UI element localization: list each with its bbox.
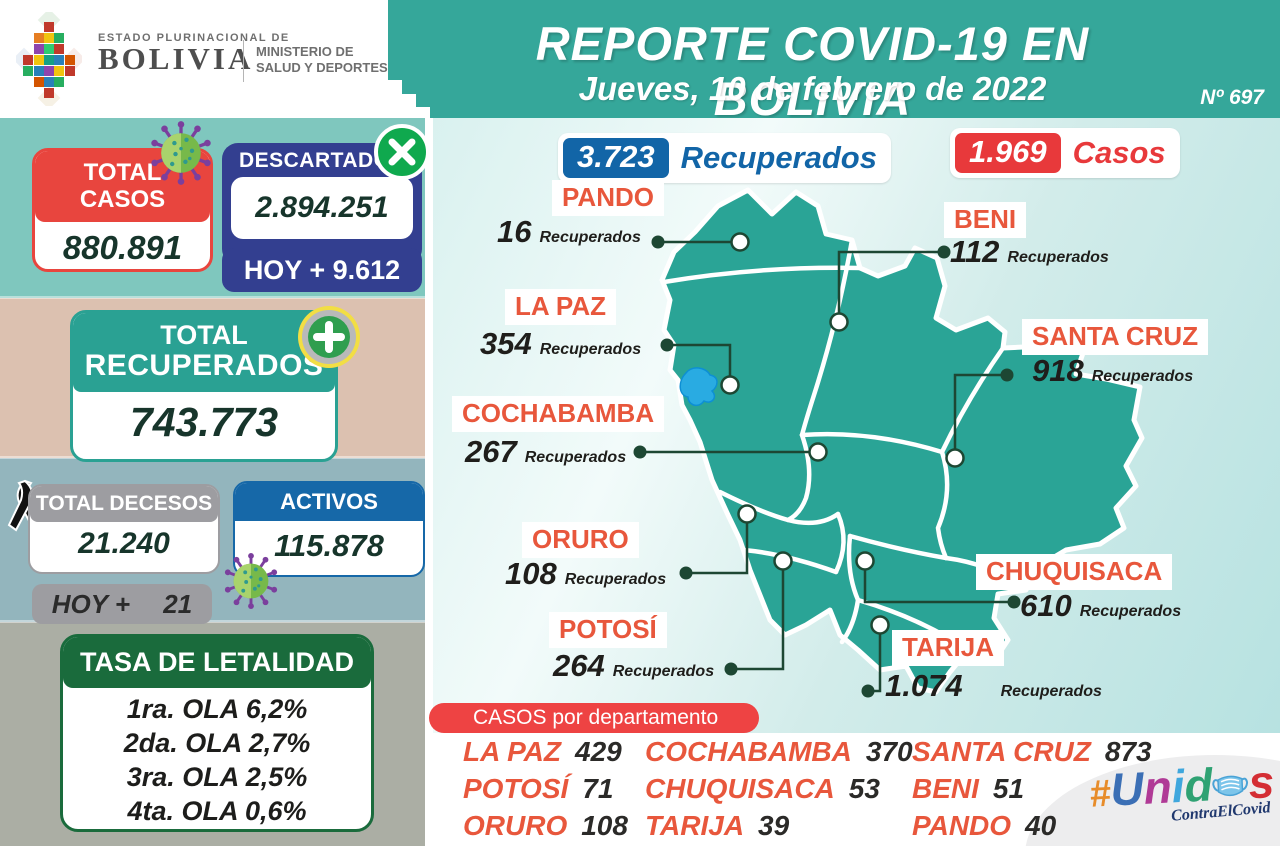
case-row: ORURO 108 [463, 810, 628, 841]
total-recovered-label-2: RECUPERADOS [84, 349, 324, 382]
total-cases-card: TOTAL CASOS 880.891 [32, 148, 213, 272]
daily-recovered-label: Recuperados [680, 140, 877, 175]
dept-label-cochabamba: COCHABAMBA [452, 396, 665, 432]
green-x-icon [374, 124, 430, 180]
report-date: Jueves, 10 de febrero de 2022 [578, 70, 1047, 107]
dept-label-beni: BENI [944, 202, 1027, 238]
virus-icon [148, 120, 214, 186]
lake-titicaca [679, 367, 718, 407]
header: ESTADO PLURINACIONAL DE BOLIVIA MINISTER… [0, 0, 1280, 125]
daily-recovered-value: 3.723 [563, 138, 669, 178]
case-row: POTOSÍ 71 [463, 773, 614, 804]
report-title: REPORTE COVID-19 EN BOLIVIA [535, 17, 1090, 125]
report-number: Nº 697 [1200, 86, 1264, 109]
cases-by-department-table: LA PAZ 429 POTOSÍ 71 ORURO 108 COCHABAMBA 37… [433, 733, 1280, 846]
total-cases-label-1: TOTAL [83, 159, 162, 186]
ministry-emblem [16, 12, 82, 106]
dept-value-cochabamba: 267 Recuperados [465, 434, 627, 469]
campaign-logo: #Unid s ContraElCovid [1088, 755, 1275, 843]
today-discarded-badge: HOY + 9.612 [222, 248, 422, 292]
dept-label-oruro: ORURO [522, 522, 639, 558]
actives-card: ACTIVOS 115.878 [233, 481, 425, 577]
ministry-dept: MINISTERIO DE SALUD Y DEPORTES [256, 44, 388, 75]
fatality-card: TASA DE LETALIDAD 1ra. OLA 6,2% 2da. OLA… [60, 634, 374, 832]
case-row: LA PAZ 429 [463, 736, 622, 767]
fatality-row: 1ra. OLA 6,2% [126, 694, 308, 724]
fatality-row: 4ta. OLA 0,6% [127, 796, 307, 826]
face-mask-icon [1212, 775, 1249, 797]
discarded-label: DESCARTADOS [238, 149, 406, 172]
dept-value-pando: 16 Recuperados [497, 214, 641, 249]
dept-value-santa-cruz: 918 Recuperados [1032, 353, 1194, 388]
dept-label-pando: PANDO [552, 180, 664, 216]
fatality-row: 3ra. OLA 2,5% [126, 762, 308, 792]
case-row: TARIJA 39 [645, 810, 790, 841]
dept-value-chuquisaca: 610 Recuperados [1020, 588, 1182, 623]
deaths-label: TOTAL DECESOS [30, 486, 218, 522]
discarded-value: 2.894.251 [231, 177, 413, 239]
virus-icon [222, 552, 280, 610]
dept-label-tarija: TARIJA [892, 630, 1004, 666]
green-plus-icon [298, 306, 360, 368]
case-row: PANDO 40 [912, 810, 1057, 841]
fatality-title: TASA DE LETALIDAD [63, 637, 371, 688]
dept-value-beni: 112 Recuperados [950, 234, 1109, 269]
dept-label-chuquisaca: CHUQUISACA [976, 554, 1173, 590]
daily-cases-value: 1.969 [955, 133, 1061, 173]
total-recovered-card: TOTAL RECUPERADOS 743.773 [70, 310, 338, 462]
case-row: SANTA CRUZ 873 [912, 736, 1152, 767]
ministry-name: BOLIVIA [98, 41, 254, 76]
cases-by-department-badge: CASOS por departamento [429, 703, 759, 733]
daily-recovered-pill: 3.723 Recuperados [558, 133, 891, 183]
logo-divider [243, 40, 244, 82]
total-recovered-value: 743.773 [129, 399, 279, 445]
actives-label: ACTIVOS [235, 483, 423, 521]
deaths-card: TOTAL DECESOS 21.240 [28, 484, 220, 574]
dept-label-la-paz: LA PAZ [505, 289, 616, 325]
fatality-row: 2da. OLA 2,7% [123, 728, 311, 758]
case-row: COCHABAMBA 370 [645, 736, 913, 767]
actives-value: 115.878 [274, 528, 384, 563]
total-cases-value: 880.891 [62, 229, 183, 266]
dept-label-potosi: POTOSÍ [549, 612, 667, 648]
case-row: BENI 51 [912, 773, 1025, 804]
deaths-value: 21.240 [78, 527, 170, 560]
deaths-today-badge: HOY + 21 [32, 584, 212, 624]
case-row: CHUQUISACA 53 [645, 773, 880, 804]
stats-sidebar: TOTAL CASOS 880.891 DESCARTADOS 2.894.25… [0, 118, 430, 846]
dept-label-santa-cruz: SANTA CRUZ [1022, 319, 1209, 355]
dept-value-potosi: 264 Recuperados [553, 648, 715, 683]
daily-cases-pill: 1.969 Casos [950, 128, 1180, 178]
ministry-logo-box: ESTADO PLURINACIONAL DE BOLIVIA MINISTER… [0, 0, 430, 120]
dept-value-oruro: 108 Recuperados [505, 556, 667, 591]
total-recovered-label-1: TOTAL [160, 320, 248, 350]
dept-value-la-paz: 354 Recuperados [480, 326, 642, 361]
dept-value-tarija: 1.074 Recuperados [885, 668, 1102, 703]
daily-cases-label: Casos [1072, 135, 1166, 170]
map-section: 3.723 Recuperados 1.969 Casos PANDO 16 Re… [429, 118, 1280, 846]
ministry-small-label: ESTADO PLURINACIONAL DE [98, 32, 290, 44]
total-cases-label-2: CASOS [79, 186, 166, 213]
map-background: 3.723 Recuperados 1.969 Casos PANDO 16 Re… [429, 118, 1280, 733]
